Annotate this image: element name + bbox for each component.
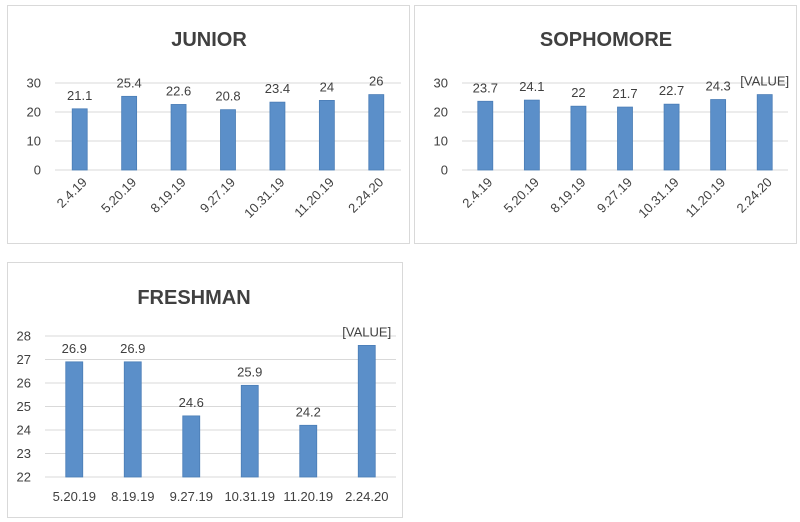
junior-x-tick-label: 10.31.19 bbox=[241, 175, 287, 221]
junior-x-tick-label: 5.20.19 bbox=[98, 175, 139, 216]
junior-x-tick-label: 2.24.20 bbox=[345, 175, 386, 216]
sophomore-x-tick-label: 9.27.19 bbox=[594, 175, 635, 216]
junior-y-tick-label: 20 bbox=[27, 105, 41, 120]
freshman-x-tick-label: 10.31.19 bbox=[224, 489, 275, 504]
sophomore-x-tick-label: 10.31.19 bbox=[635, 175, 681, 221]
freshman-x-tick-label: 5.20.19 bbox=[53, 489, 96, 504]
junior-data-label: 22.6 bbox=[166, 83, 191, 98]
sophomore-x-tick-label: 2.24.20 bbox=[734, 175, 775, 216]
junior-data-label: 21.1 bbox=[67, 88, 92, 103]
sophomore-data-label: 21.7 bbox=[612, 86, 637, 101]
sophomore-bar bbox=[710, 99, 727, 171]
freshman-y-tick-label: 22 bbox=[17, 470, 31, 485]
sophomore-bar bbox=[523, 99, 540, 171]
freshman-x-tick-label: 9.27.19 bbox=[170, 489, 213, 504]
junior-chart-svg: JUNIOR 0 10 20 30 21.1 2.4.19 25.4 5.20.19 22.6 8.… bbox=[27, 29, 401, 221]
freshman-data-label: [VALUE] bbox=[342, 324, 391, 339]
sophomore-bar bbox=[617, 106, 633, 171]
junior-bar bbox=[170, 104, 187, 171]
freshman-bar bbox=[357, 345, 376, 478]
junior-bar bbox=[220, 109, 236, 171]
freshman-bar bbox=[123, 361, 142, 478]
junior-data-label: 23.4 bbox=[265, 81, 290, 96]
junior-x-tick-label: 9.27.19 bbox=[197, 175, 238, 216]
freshman-bar bbox=[240, 384, 259, 478]
freshman-y-tick-label: 23 bbox=[17, 446, 31, 461]
freshman-data-label: 24.6 bbox=[179, 395, 204, 410]
junior-chart-panel: JUNIOR 0 10 20 30 21.1 2.4.19 25.4 5.20.19 22.6 8.… bbox=[7, 5, 410, 244]
sophomore-data-label: 24.3 bbox=[705, 79, 730, 94]
sophomore-chart-svg: SOPHOMORE 0 10 20 30 23.7 2.4.19 24.1 5.20.19 22 8… bbox=[434, 29, 790, 221]
sophomore-chart-panel: SOPHOMORE 0 10 20 30 23.7 2.4.19 24.1 5.20.19 22 8… bbox=[414, 5, 797, 244]
freshman-y-tick-label: 25 bbox=[17, 399, 31, 414]
junior-data-label: 24 bbox=[320, 79, 334, 94]
freshman-data-label: 24.2 bbox=[296, 404, 321, 419]
freshman-x-tick-label: 8.19.19 bbox=[111, 489, 154, 504]
junior-chart-title: JUNIOR bbox=[171, 29, 247, 51]
junior-data-label: 25.4 bbox=[116, 75, 141, 90]
junior-y-tick-label: 10 bbox=[27, 134, 41, 149]
junior-bar bbox=[121, 95, 138, 171]
sophomore-x-tick-label: 5.20.19 bbox=[501, 175, 542, 216]
sophomore-bar bbox=[477, 100, 494, 171]
junior-bar bbox=[269, 101, 286, 171]
freshman-data-label: 26.9 bbox=[120, 341, 145, 356]
freshman-data-label: 26.9 bbox=[62, 341, 87, 356]
freshman-y-tick-label: 26 bbox=[17, 376, 31, 391]
sophomore-data-label: 22 bbox=[571, 85, 585, 100]
sophomore-y-tick-label: 20 bbox=[434, 105, 448, 120]
junior-x-tick-label: 8.19.19 bbox=[147, 175, 188, 216]
junior-x-tick-label: 11.20.19 bbox=[291, 175, 337, 221]
freshman-y-tick-label: 24 bbox=[17, 423, 31, 438]
freshman-bar bbox=[65, 361, 84, 478]
junior-bar bbox=[318, 100, 335, 171]
sophomore-bar bbox=[570, 105, 587, 171]
freshman-data-label: 25.9 bbox=[237, 364, 262, 379]
junior-y-tick-label: 30 bbox=[27, 76, 41, 91]
freshman-y-tick-label: 28 bbox=[17, 329, 31, 344]
freshman-x-tick-label: 2.24.20 bbox=[345, 489, 388, 504]
junior-x-tick-label: 2.4.19 bbox=[54, 175, 90, 211]
freshman-bar bbox=[299, 424, 318, 478]
freshman-chart-title: FRESHMAN bbox=[137, 287, 250, 309]
junior-data-label: 20.8 bbox=[215, 89, 240, 104]
junior-bar bbox=[71, 108, 88, 171]
sophomore-data-label: 24.1 bbox=[519, 79, 544, 94]
sophomore-y-tick-label: 0 bbox=[441, 163, 448, 178]
sophomore-x-tick-label: 11.20.19 bbox=[683, 175, 729, 221]
sophomore-bar bbox=[756, 94, 773, 171]
sophomore-x-tick-label: 8.19.19 bbox=[547, 175, 588, 216]
sophomore-y-tick-label: 30 bbox=[434, 76, 448, 91]
junior-y-tick-label: 0 bbox=[34, 163, 41, 178]
junior-bar bbox=[368, 94, 385, 171]
sophomore-y-tick-label: 10 bbox=[434, 134, 448, 149]
junior-data-label: 26 bbox=[369, 74, 383, 89]
freshman-chart-panel: FRESHMAN 22 23 24 25 26 27 28 26.9 5.20.19 26.9 8.1… bbox=[7, 262, 403, 518]
freshman-chart-svg: FRESHMAN 22 23 24 25 26 27 28 26.9 5.20.19 26.9 8.1… bbox=[17, 287, 396, 504]
freshman-bar bbox=[182, 415, 201, 478]
sophomore-x-tick-label: 2.4.19 bbox=[459, 175, 495, 211]
sophomore-data-label: [VALUE] bbox=[740, 74, 789, 89]
freshman-x-tick-label: 11.20.19 bbox=[283, 489, 333, 504]
sophomore-data-label: 22.7 bbox=[659, 83, 684, 98]
sophomore-data-label: 23.7 bbox=[473, 80, 498, 95]
freshman-y-tick-label: 27 bbox=[17, 352, 31, 367]
sophomore-bar bbox=[663, 103, 680, 171]
sophomore-chart-title: SOPHOMORE bbox=[540, 29, 672, 51]
